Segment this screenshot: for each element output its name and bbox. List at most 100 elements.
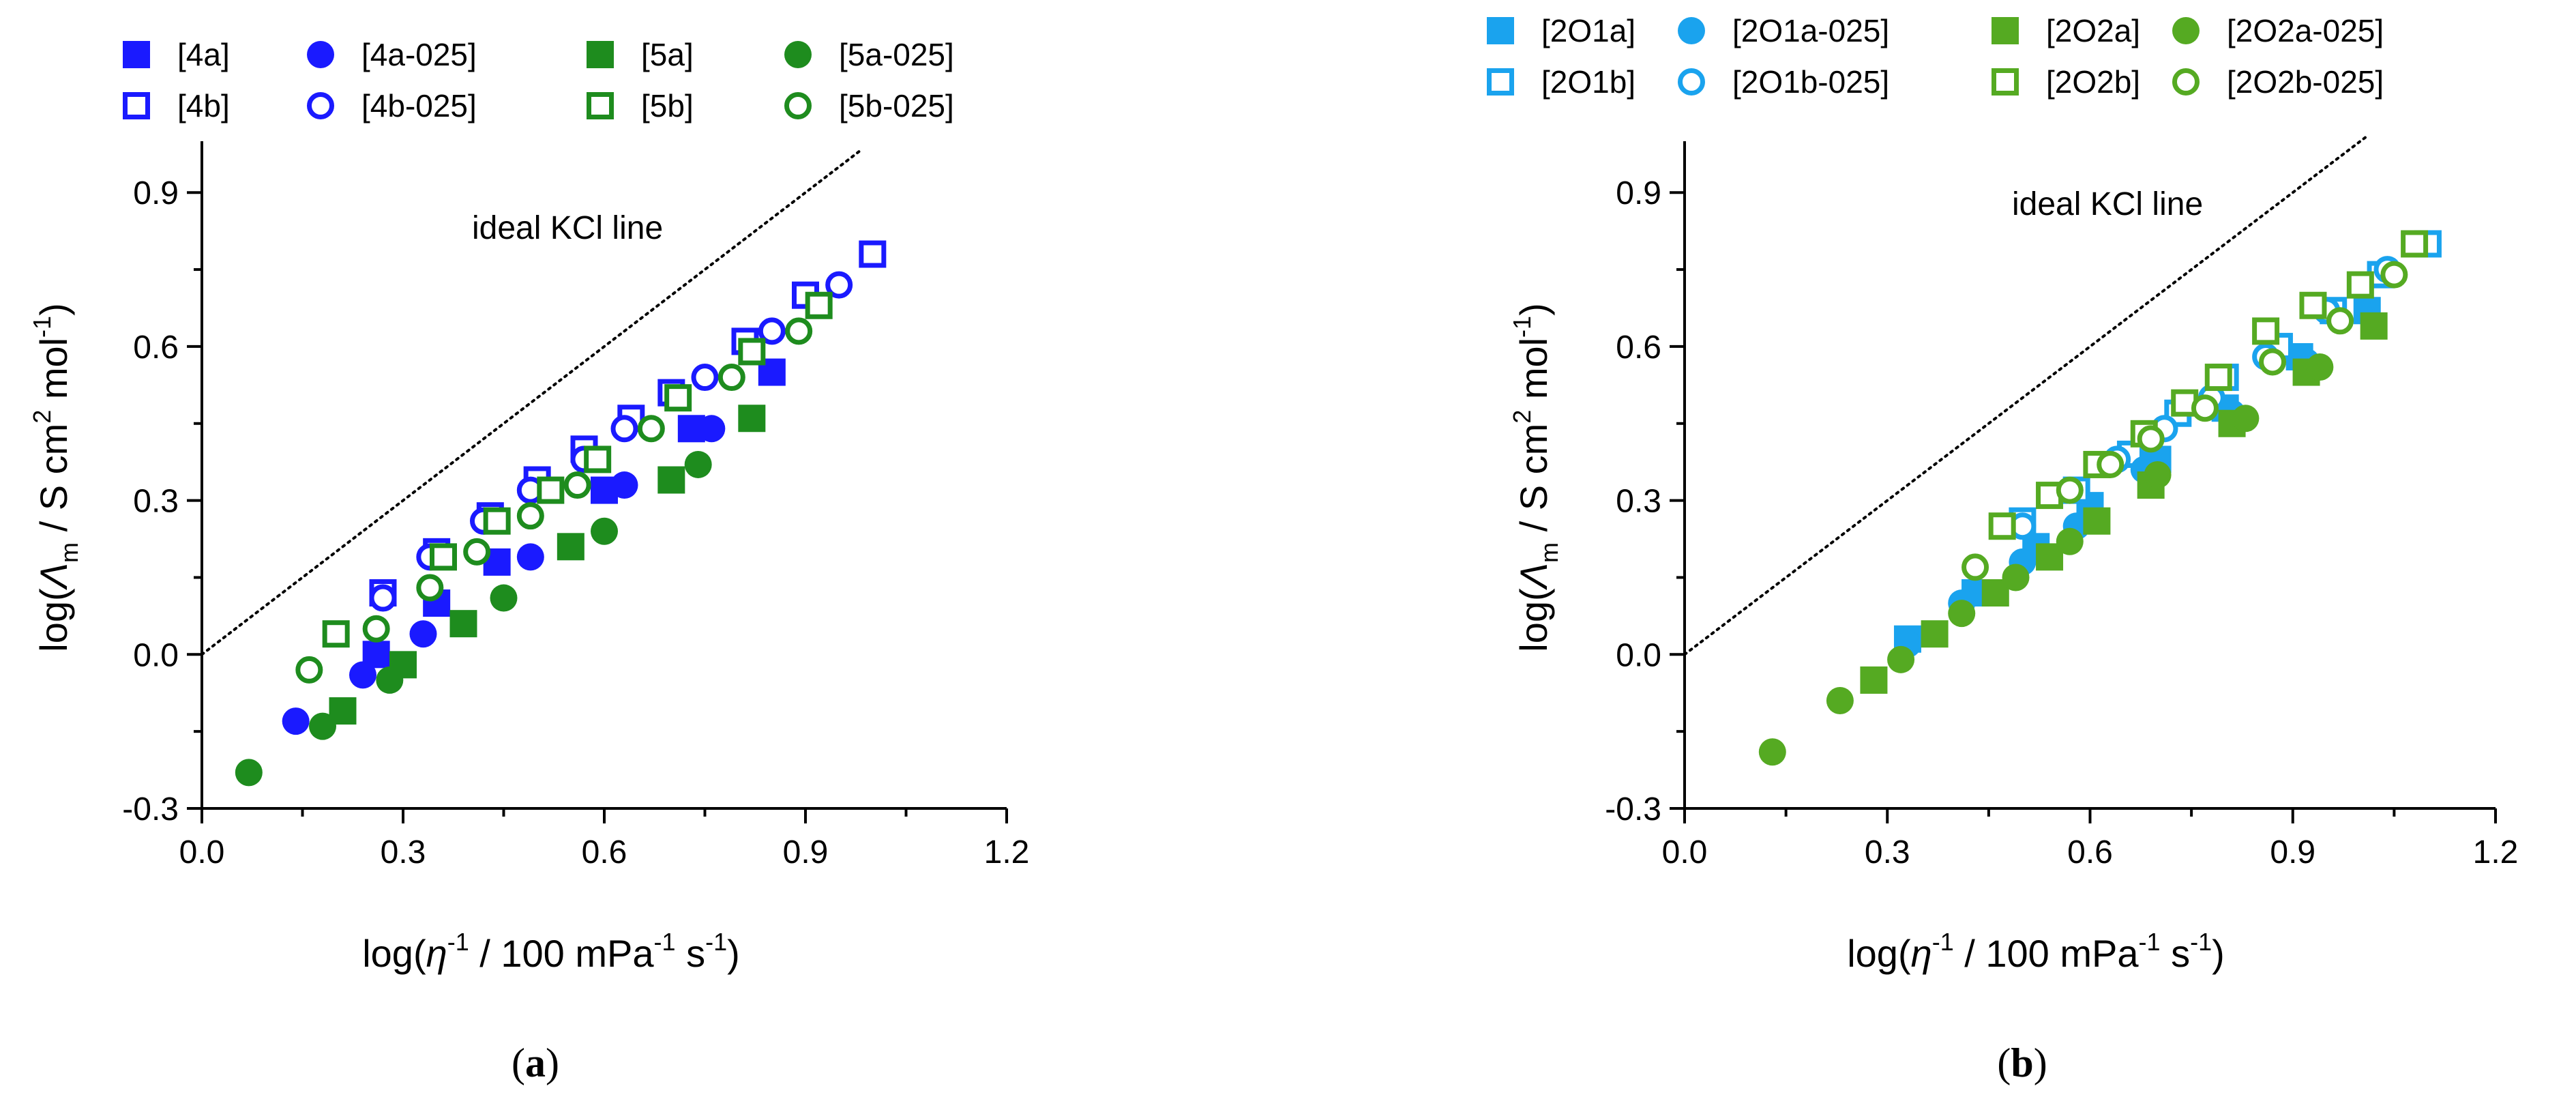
x-tick-label: 0.9 <box>783 834 829 870</box>
legend-marker-4b-025 <box>307 92 334 119</box>
series-4a <box>362 358 786 669</box>
data-point-5b <box>483 507 511 535</box>
data-point-4b-025 <box>691 364 719 392</box>
data-point-2o2b-025 <box>2259 348 2287 376</box>
data-point-5b-025 <box>362 615 390 643</box>
legend-item-2o2a: [2O2a] <box>1992 13 2140 48</box>
data-point-2o2a <box>1921 620 1949 648</box>
data-point-2o2a <box>2083 507 2111 535</box>
x-tick-label: 0.0 <box>179 834 225 870</box>
y-tick-label: 0.6 <box>1616 330 1661 366</box>
data-point-5a <box>557 533 584 561</box>
data-point-2o2b-025 <box>2056 476 2084 504</box>
legend-marker-5a <box>587 41 614 68</box>
series-4a-025 <box>282 415 726 735</box>
legend-label: [5b-025] <box>839 88 954 123</box>
data-point-2o2b <box>2299 291 2327 319</box>
legend-item-5b-025: [5b-025] <box>784 88 954 123</box>
y-tick-label: -0.3 <box>1605 791 1661 828</box>
ideal-kcl-line <box>201 150 861 656</box>
ideal-kcl-line-a <box>201 150 861 656</box>
data-point-5a-025 <box>490 584 518 612</box>
legend-marker-2o2b <box>1992 68 2019 96</box>
legend-marker-2o2a-025 <box>2172 17 2200 44</box>
y-axis-title-a: log(Λm / S cm2 mol-1) <box>28 303 83 652</box>
data-point-2o2a <box>2360 312 2388 340</box>
data-point-5b <box>537 476 565 504</box>
data-point-5b <box>584 445 612 473</box>
legend-label: [5b] <box>641 88 694 123</box>
data-markers-a <box>235 240 887 787</box>
data-point-5a-025 <box>591 517 618 545</box>
axis-ticks-a: 0.0 0.3 0.6 0.9 1.2-0.30.00.30.60.9 <box>122 175 1029 870</box>
legend-item-4b: [4b] <box>123 88 230 123</box>
data-point-5a-025 <box>376 666 404 694</box>
data-point-2o2a-025 <box>1826 687 1854 715</box>
legend-label: [4a-025] <box>361 37 477 72</box>
data-point-5a <box>657 466 685 494</box>
x-tick-label: 1.2 <box>2473 834 2519 870</box>
legend-marker-4a <box>123 41 150 68</box>
data-point-4a-025 <box>516 543 544 571</box>
y-tick-label: 0.3 <box>1616 484 1661 520</box>
legend-item-4a: [4a] <box>123 37 230 72</box>
data-point-2o2a-025 <box>2306 353 2334 381</box>
legend-label: [5a-025] <box>839 37 954 72</box>
data-point-5b <box>738 338 766 366</box>
data-point-4a-025 <box>409 620 437 648</box>
data-markers-b <box>1758 230 2442 766</box>
data-point-5b-025 <box>416 574 444 602</box>
data-point-5b <box>664 384 692 412</box>
data-point-4a-025 <box>349 661 376 689</box>
data-point-5a-025 <box>684 450 712 478</box>
data-point-4a-025 <box>610 471 638 499</box>
y-tick-label: 0.9 <box>133 175 179 211</box>
data-point-5b-025 <box>463 538 491 566</box>
data-point-5a <box>449 610 477 638</box>
legend-label: [4b-025] <box>361 88 477 123</box>
legend-label: [2O2a-025] <box>2227 13 2384 48</box>
legend-label: [2O1b-025] <box>1732 64 1889 100</box>
data-point-5a <box>738 405 766 433</box>
x-tick-label: 0.9 <box>2270 834 2315 870</box>
legend-label: [4b] <box>177 88 230 123</box>
x-tick-label: 0.6 <box>582 834 627 870</box>
y-tick-label: 0.3 <box>133 484 179 520</box>
legend-marker-5b-025 <box>784 92 812 119</box>
legend-item-5a-025: [5a-025] <box>784 37 954 72</box>
data-point-5b-025 <box>637 415 665 443</box>
data-point-2o2a-025 <box>2056 527 2084 555</box>
ideal-kcl-line-b <box>1683 134 2369 656</box>
legend-b: [2O1a] [2O1a-025] [2O2a] [2O2a-025] [2O1b] [2… <box>1487 13 2384 100</box>
data-point-2o2b-025 <box>1961 553 1989 581</box>
data-point-2o2a-025 <box>2232 405 2260 433</box>
legend-item-5a: [5a] <box>587 37 694 72</box>
data-point-5b <box>805 291 833 319</box>
legend-item-5b: [5b] <box>587 88 694 123</box>
legend-item-2o2b: [2O2b] <box>1992 64 2140 100</box>
y-tick-label: 0.0 <box>133 637 179 673</box>
data-point-5a-025 <box>235 759 263 787</box>
x-tick-label: 0.6 <box>2067 834 2113 870</box>
data-point-4b <box>859 240 887 268</box>
data-point-2o2b-025 <box>2380 261 2408 289</box>
legend-label: [2O1a-025] <box>1732 13 1889 48</box>
chart-panel-a: [4a] [4a-025] [5a] [5a-025] [4b] [4b-025] [5b]… <box>28 37 1029 1085</box>
panel-label-a: (a) <box>512 1040 559 1085</box>
data-point-5b-025 <box>785 317 813 345</box>
data-point-2o2b-025 <box>2326 307 2354 335</box>
data-point-4b-025 <box>825 271 853 299</box>
legend-label: [5a] <box>641 37 694 72</box>
data-point-4b-025 <box>610 415 638 443</box>
series-5b <box>322 291 833 648</box>
legend-label: [2O1a] <box>1541 13 1635 48</box>
x-tick-label: 0.3 <box>1865 834 1910 870</box>
y-tick-label: 0.6 <box>133 330 179 366</box>
data-point-5a-025 <box>309 712 336 740</box>
chart-panel-b: [2O1a] [2O1a-025] [2O2a] [2O2a-025] [2O1b] [2… <box>1487 13 2518 1085</box>
data-point-4b-025 <box>369 584 397 612</box>
data-point-5b-025 <box>295 656 323 684</box>
legend-label: [4a] <box>177 37 230 72</box>
legend-marker-2o1a <box>1487 17 1514 44</box>
